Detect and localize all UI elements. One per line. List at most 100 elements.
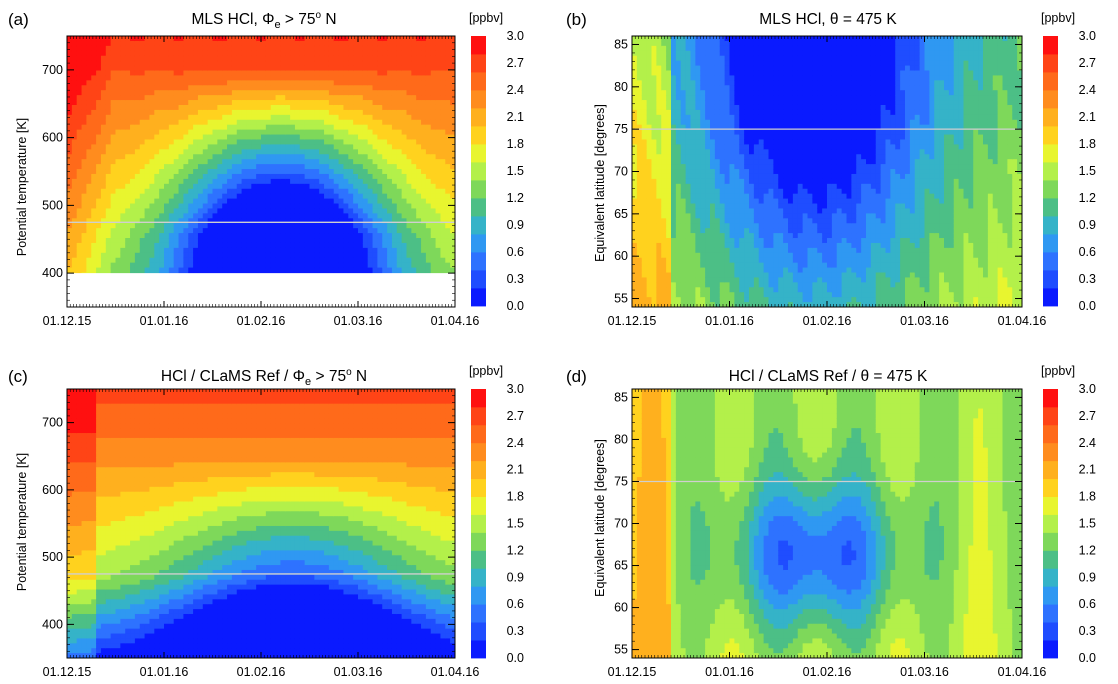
heatmap-cell <box>310 90 315 96</box>
heatmap-cell <box>324 125 329 131</box>
heatmap-cell <box>392 46 397 52</box>
heatmap-cell <box>106 194 111 200</box>
heatmap-cell <box>411 223 416 229</box>
heatmap-cell <box>140 208 145 214</box>
heatmap-cell <box>208 90 213 96</box>
heatmap-cell <box>116 120 121 126</box>
heatmap-cell <box>276 263 281 269</box>
heatmap-cell <box>305 46 310 52</box>
heatmap-cell <box>213 90 218 96</box>
heatmap-cell <box>106 100 111 106</box>
heatmap-cell <box>353 51 358 57</box>
heatmap-cell <box>135 120 140 126</box>
heatmap-cell <box>377 263 382 269</box>
heatmap-cell <box>179 174 184 180</box>
heatmap-cell <box>242 189 247 195</box>
heatmap-cell <box>227 194 232 200</box>
heatmap-cell <box>169 115 174 121</box>
heatmap-cell <box>164 204 169 210</box>
heatmap-cell <box>111 75 116 81</box>
heatmap-cell <box>339 243 344 249</box>
heatmap-cell <box>334 169 339 175</box>
heatmap-cell <box>300 243 305 249</box>
heatmap-cell <box>290 70 295 76</box>
heatmap-cell <box>426 154 431 160</box>
heatmap-cell <box>246 223 251 229</box>
heatmap-cell <box>305 174 310 180</box>
heatmap-cell <box>242 130 247 136</box>
heatmap-cell <box>411 61 416 67</box>
heatmap-cell <box>348 85 353 91</box>
heatmap-cell <box>445 263 450 269</box>
heatmap-cell <box>271 36 276 42</box>
heatmap-cell <box>392 263 397 269</box>
heatmap-cell <box>339 159 344 165</box>
heatmap-cell <box>203 189 208 195</box>
heatmap-cell <box>343 189 348 195</box>
heatmap-cell <box>149 189 154 195</box>
heatmap-cell <box>246 144 251 150</box>
heatmap-cell <box>431 223 436 229</box>
heatmap-cell <box>271 263 276 269</box>
heatmap-cell <box>77 253 82 259</box>
heatmap-cell <box>334 130 339 136</box>
heatmap-cell <box>159 95 164 101</box>
heatmap-cell <box>86 238 91 244</box>
heatmap-cell <box>149 110 154 116</box>
heatmap-cell <box>276 149 281 155</box>
heatmap-cell <box>280 184 285 190</box>
heatmap-cell <box>339 115 344 121</box>
heatmap-cell <box>261 56 266 62</box>
heatmap-cell <box>314 90 319 96</box>
heatmap-cell <box>339 36 344 42</box>
heatmap-cell <box>324 51 329 57</box>
heatmap-cell <box>300 41 305 47</box>
heatmap-cell <box>397 149 402 155</box>
heatmap-cell <box>91 174 96 180</box>
heatmap-cell <box>324 223 329 229</box>
heatmap-cell <box>373 120 378 126</box>
heatmap-cell <box>111 41 116 47</box>
heatmap-cell <box>91 125 96 131</box>
heatmap-cell <box>251 66 256 72</box>
heatmap-cell <box>353 248 358 254</box>
heatmap-cell <box>305 154 310 160</box>
heatmap-cell <box>242 184 247 190</box>
heatmap-cell <box>334 213 339 219</box>
heatmap-cell <box>130 125 135 131</box>
heatmap-cell <box>193 46 198 52</box>
heatmap-cell <box>421 66 426 72</box>
heatmap-cell <box>271 208 276 214</box>
heatmap-cell <box>637 184 642 190</box>
heatmap-cell <box>266 51 271 57</box>
heatmap-cell <box>213 61 218 67</box>
heatmap-cell <box>637 228 642 234</box>
heatmap-cell <box>348 174 353 180</box>
heatmap-cell <box>193 95 198 101</box>
heatmap-cell <box>373 248 378 254</box>
heatmap-cell <box>632 80 637 86</box>
heatmap-cell <box>125 36 130 42</box>
heatmap-cell <box>120 90 125 96</box>
heatmap-cell <box>193 199 198 205</box>
heatmap-cell <box>198 115 203 121</box>
heatmap-cell <box>310 135 315 141</box>
heatmap-cell <box>188 179 193 185</box>
heatmap-cell <box>402 268 407 274</box>
heatmap-cell <box>91 56 96 62</box>
heatmap-cell <box>261 75 266 81</box>
heatmap-cell <box>411 174 416 180</box>
heatmap-cell <box>416 228 421 234</box>
heatmap-cell <box>251 263 256 269</box>
heatmap-cell <box>407 184 412 190</box>
heatmap-cell <box>339 169 344 175</box>
panel-b-letter: (b) <box>566 10 587 29</box>
heatmap-cell <box>222 159 227 165</box>
heatmap-cell <box>130 213 135 219</box>
heatmap-cell <box>285 66 290 72</box>
heatmap-cell <box>82 95 87 101</box>
heatmap-cell <box>193 36 198 42</box>
heatmap-cell <box>373 90 378 96</box>
heatmap-cell <box>290 115 295 121</box>
heatmap-cell <box>106 248 111 254</box>
